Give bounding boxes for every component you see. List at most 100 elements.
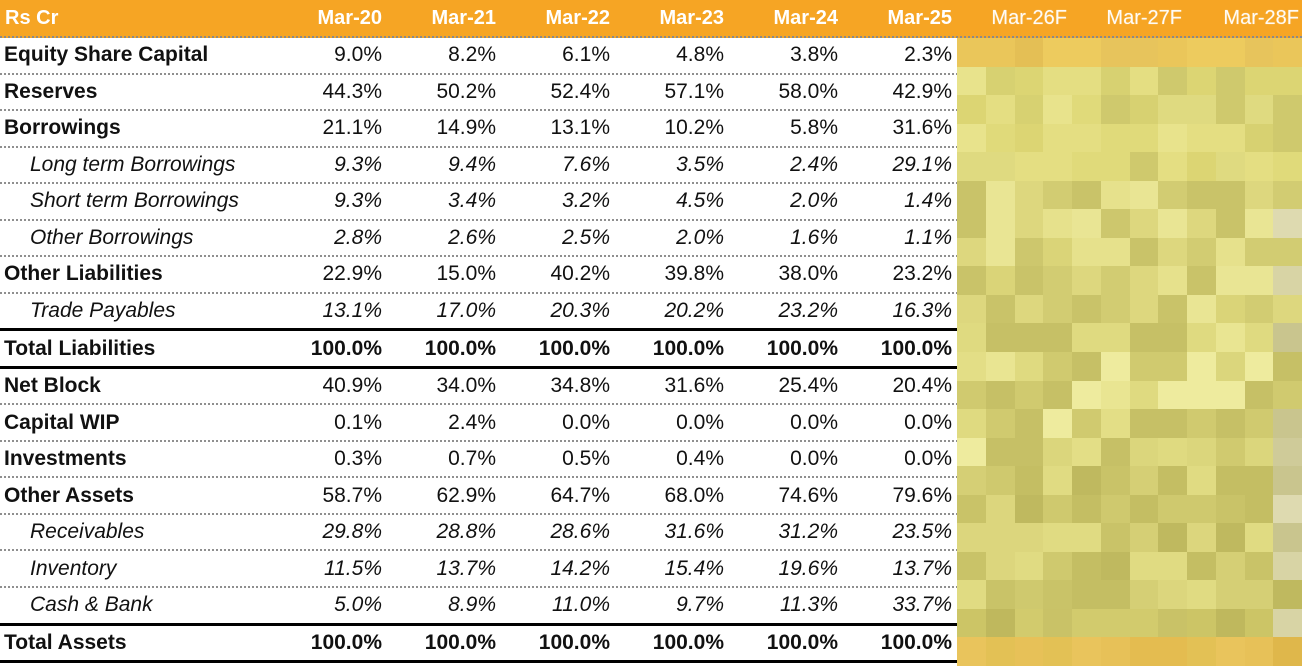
blur-pixel: [957, 437, 986, 467]
blur-pixel: [1215, 351, 1245, 381]
blur-pixel: [985, 437, 1015, 467]
blur-pixel: [1187, 351, 1216, 381]
blur-pixel: [1072, 608, 1101, 638]
blur-pixel: [985, 351, 1015, 381]
blur-pixel: [1014, 466, 1044, 495]
cell-value: 22.9%: [322, 262, 382, 286]
cell-value: 2.4%: [448, 410, 496, 434]
blur-pixel: [1273, 380, 1302, 410]
blur-pixel: [1129, 380, 1159, 410]
blur-pixel: [1043, 38, 1072, 67]
blur-pixel: [1014, 409, 1044, 438]
blur-pixel: [1014, 209, 1044, 238]
blur-pixel: [1215, 608, 1245, 638]
blur-pixel: [1100, 409, 1130, 438]
blur-pixel: [1244, 494, 1274, 524]
blur-pixel: [1273, 437, 1302, 467]
blur-pixel: [1072, 180, 1101, 210]
blur-pixel: [1072, 551, 1101, 581]
blur-pixel: [1043, 237, 1072, 267]
blur-pixel: [1072, 294, 1101, 324]
blur-pixel: [1014, 294, 1044, 324]
blur-pixel: [1187, 294, 1216, 324]
cell-value: 15.4%: [664, 556, 724, 580]
cell-value: 100.0%: [652, 630, 724, 654]
blur-pixel: [1100, 523, 1130, 552]
blur-pixel: [1158, 209, 1187, 238]
row-label: Cash & Bank: [30, 593, 153, 617]
blur-pixel: [1244, 523, 1274, 552]
column-header: Mar-25: [887, 6, 952, 29]
blur-pixel: [1273, 580, 1302, 609]
blur-pixel: [985, 466, 1015, 495]
blur-pixel: [957, 351, 986, 381]
blur-pixel: [1244, 437, 1274, 467]
cell-value: 5.0%: [334, 593, 382, 617]
blur-pixel: [1215, 580, 1245, 609]
blur-pixel: [1215, 294, 1245, 324]
cell-value: 29.8%: [322, 520, 382, 544]
blur-pixel: [1187, 380, 1216, 410]
row-label: Borrowings: [4, 116, 121, 140]
blur-pixel: [1129, 580, 1159, 609]
cell-value: 100.0%: [880, 630, 952, 654]
blur-pixel: [1129, 95, 1159, 124]
blur-pixel: [1215, 266, 1245, 295]
blur-pixel: [1273, 209, 1302, 238]
cell-value: 64.7%: [550, 483, 610, 507]
blur-pixel: [985, 323, 1015, 352]
blur-pixel: [957, 523, 986, 552]
cell-value: 20.2%: [664, 298, 724, 322]
cell-value: 23.2%: [892, 262, 952, 286]
blur-pixel: [1244, 551, 1274, 581]
blur-pixel: [1043, 123, 1072, 153]
blur-pixel: [1100, 152, 1130, 181]
blur-pixel: [1100, 323, 1130, 352]
blur-pixel: [1100, 608, 1130, 638]
cell-value: 0.0%: [904, 410, 952, 434]
blur-pixel: [1129, 123, 1159, 153]
blur-pixel: [1043, 494, 1072, 524]
blur-pixel: [1072, 38, 1101, 67]
column-header: Mar-21: [431, 6, 496, 29]
cell-value: 13.7%: [892, 556, 952, 580]
blur-pixel: [1072, 351, 1101, 381]
cell-value: 4.8%: [676, 43, 724, 67]
blur-pixel: [985, 409, 1015, 438]
blur-pixel: [1215, 38, 1245, 67]
blur-pixel: [957, 494, 986, 524]
blur-pixel: [1273, 266, 1302, 295]
blur-pixel: [1100, 351, 1130, 381]
blur-pixel: [985, 95, 1015, 124]
blur-pixel: [1014, 66, 1044, 96]
cell-value: 14.9%: [436, 116, 496, 140]
blur-pixel: [957, 466, 986, 495]
blur-pixel: [1043, 637, 1072, 666]
blur-pixel: [1244, 637, 1274, 666]
forecast-column-header: Mar-28F: [1223, 6, 1299, 29]
cell-value: 100.0%: [310, 336, 382, 360]
cell-value: 3.2%: [562, 189, 610, 213]
cell-value: 21.1%: [322, 116, 382, 140]
cell-value: 11.5%: [324, 556, 382, 580]
blur-pixel: [1129, 494, 1159, 524]
row-label: Capital WIP: [4, 410, 120, 434]
blur-pixel: [1215, 152, 1245, 181]
cell-value: 31.6%: [664, 520, 724, 544]
blur-pixel: [1244, 123, 1274, 153]
blur-pixel: [1014, 351, 1044, 381]
cell-value: 2.0%: [790, 189, 838, 213]
blur-pixel: [1187, 494, 1216, 524]
blur-pixel: [1158, 95, 1187, 124]
blur-pixel: [1072, 323, 1101, 352]
row-label: Equity Share Capital: [4, 43, 209, 67]
cell-value: 2.8%: [334, 225, 382, 249]
blur-pixel: [1072, 466, 1101, 495]
blur-pixel: [1273, 523, 1302, 552]
blur-pixel: [1187, 523, 1216, 552]
blur-pixel: [1215, 123, 1245, 153]
blur-pixel: [1273, 551, 1302, 581]
blur-pixel: [1100, 637, 1130, 666]
forecast-column-header: Mar-27F: [1106, 6, 1182, 29]
blur-pixel: [1129, 266, 1159, 295]
